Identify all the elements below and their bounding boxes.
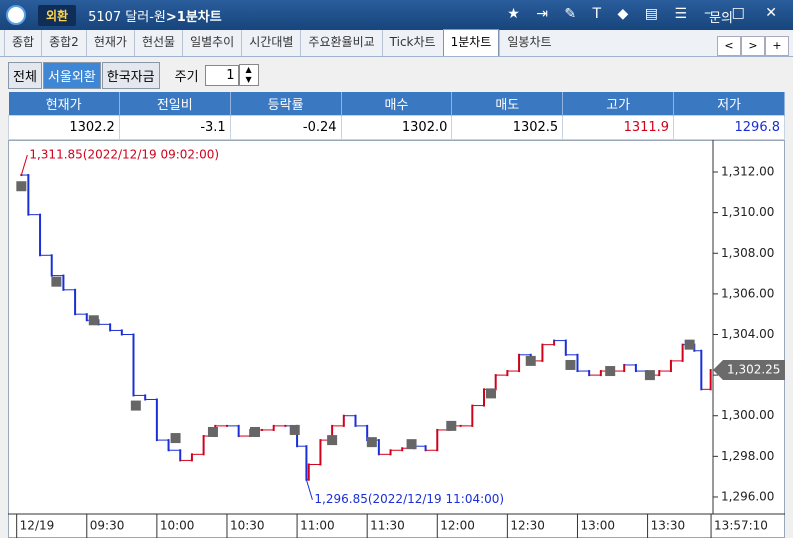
quote-value: 1302.5 xyxy=(451,115,564,140)
quote-header: 저가 xyxy=(673,92,785,116)
tab[interactable]: 종합 xyxy=(4,30,41,56)
quote-header: 고가 xyxy=(562,92,675,116)
tab-bar: 종합 종합2 현재가 현선물 일별추이 시간대별 주요환율비교 Tick차트 1분차트 일봉차트 <… xyxy=(0,29,793,57)
period-spin[interactable]: ▲ ▼ xyxy=(238,64,259,86)
marker xyxy=(170,433,181,444)
x-tick-label: 10:30 xyxy=(230,519,265,533)
y-tick-label: 1,308.00 xyxy=(721,246,774,260)
marker xyxy=(605,366,616,377)
y-tick-label: 1,306.00 xyxy=(721,286,774,300)
quote-value: 1302.0 xyxy=(340,115,453,140)
x-tick-label: 13:30 xyxy=(651,519,686,533)
tab[interactable]: 1분차트 xyxy=(442,29,500,56)
filter-button[interactable]: 전체 xyxy=(8,61,42,89)
tab-nav: < > + xyxy=(717,36,789,56)
marker xyxy=(51,276,62,287)
marker xyxy=(644,370,655,381)
period-label: 주기 xyxy=(174,69,199,85)
prev[interactable]: < xyxy=(717,36,741,56)
last-price-tag xyxy=(713,360,785,381)
next[interactable]: > xyxy=(741,36,765,56)
annotation: 1,311.85(2022/12/19 09:02:00) xyxy=(29,148,219,162)
marker xyxy=(88,315,99,326)
tab[interactable]: 주요환율비교 xyxy=(300,30,381,56)
window-buttons[interactable]: – □ ✕ xyxy=(704,5,785,21)
marker xyxy=(327,435,338,446)
tab[interactable]: 종합2 xyxy=(41,30,86,56)
x-tick-label: 13:00 xyxy=(580,519,615,533)
filter-bar: 전체 서울외환 한국자금 주기 1 ▲ ▼ xyxy=(8,61,259,89)
y-tick-label: 1,310.00 xyxy=(721,205,774,219)
period-input[interactable]: 1 xyxy=(204,64,239,86)
tab[interactable]: Tick차트 xyxy=(381,30,443,56)
marker xyxy=(684,339,695,350)
marker xyxy=(250,426,261,437)
tab[interactable]: 현재가 xyxy=(85,30,134,56)
x-tick-label: 12:30 xyxy=(510,519,545,533)
x-tick-label: 11:30 xyxy=(370,519,405,533)
y-tick-label: 1,312.00 xyxy=(721,165,774,179)
quote-value: -3.1 xyxy=(118,115,231,140)
quote-value: 1296.8 xyxy=(673,115,785,140)
chart: 1,296.001,298.001,300.001,302.001,304.00… xyxy=(8,140,785,538)
window-title: 5107 달러-원>1분차트 xyxy=(88,6,222,25)
title-code: 5107 달러-원 xyxy=(88,9,166,25)
x-tick-label: 11:00 xyxy=(300,519,335,533)
title-bar: 외환 5107 달러-원>1분차트 ★ ⇥ ✎ T ◆ ▤ ☰ 문의 – □ ✕ xyxy=(0,0,793,30)
y-tick-label: 1,296.00 xyxy=(721,489,774,503)
y-tick-label: 1,304.00 xyxy=(721,327,774,341)
filter-button[interactable]: 서울외환 xyxy=(42,61,101,89)
tab[interactable]: 일별추이 xyxy=(182,30,241,56)
quote-value: 1302.2 xyxy=(8,115,120,140)
marker xyxy=(565,359,576,370)
marker xyxy=(525,355,536,366)
marker xyxy=(16,181,27,192)
marker xyxy=(366,437,377,448)
x-tick-label: 12:00 xyxy=(440,519,475,533)
last-price-label: 1,302.25 xyxy=(727,363,780,377)
marker xyxy=(406,439,417,450)
marker xyxy=(130,400,141,411)
x-tick-label: 13:57:10 xyxy=(714,519,768,533)
tab[interactable]: 시간대별 xyxy=(241,30,300,56)
tab[interactable]: 현선물 xyxy=(133,30,182,56)
quote-value: -0.24 xyxy=(229,115,342,140)
toolbar-icons[interactable]: ★ ⇥ ✎ T ◆ ▤ ☰ xyxy=(507,6,693,22)
add[interactable]: + xyxy=(765,36,789,56)
title-bold: >1분차트 xyxy=(165,9,222,25)
tab[interactable]: 일봉차트 xyxy=(499,30,558,56)
quote-header: 매도 xyxy=(451,92,564,116)
plot-frame xyxy=(8,140,785,538)
quote-table: 현재가 전일비 등락률 매수 매도 고가 저가 1302.2 -3.1 -0.24 1302.0 13… xyxy=(8,92,785,140)
y-tick-label: 1,298.00 xyxy=(721,449,774,463)
quote-header: 매수 xyxy=(341,92,453,116)
annotation-arrow xyxy=(20,154,28,176)
x-tick-label: 09:30 xyxy=(90,519,125,533)
quote-header: 전일비 xyxy=(119,92,231,116)
annotation: 1,296.85(2022/12/19 11:04:00) xyxy=(314,492,504,506)
marker xyxy=(207,426,218,437)
logo xyxy=(6,5,26,25)
marker xyxy=(289,424,300,435)
marker xyxy=(446,420,457,431)
marker xyxy=(486,388,497,399)
annotation-arrow xyxy=(305,479,313,500)
quote-header: 현재가 xyxy=(8,92,120,116)
quote-value: 1311.9 xyxy=(562,115,675,140)
x-tick-label: 10:00 xyxy=(160,519,195,533)
filter-button[interactable]: 한국자금 xyxy=(101,61,160,89)
badge[interactable]: 외환 xyxy=(38,4,77,26)
x-tick-label: 12/19 xyxy=(20,519,55,533)
menu[interactable]: 문의 xyxy=(709,11,733,26)
quote-header: 등락률 xyxy=(230,92,342,116)
y-tick-label: 1,300.00 xyxy=(721,408,774,422)
